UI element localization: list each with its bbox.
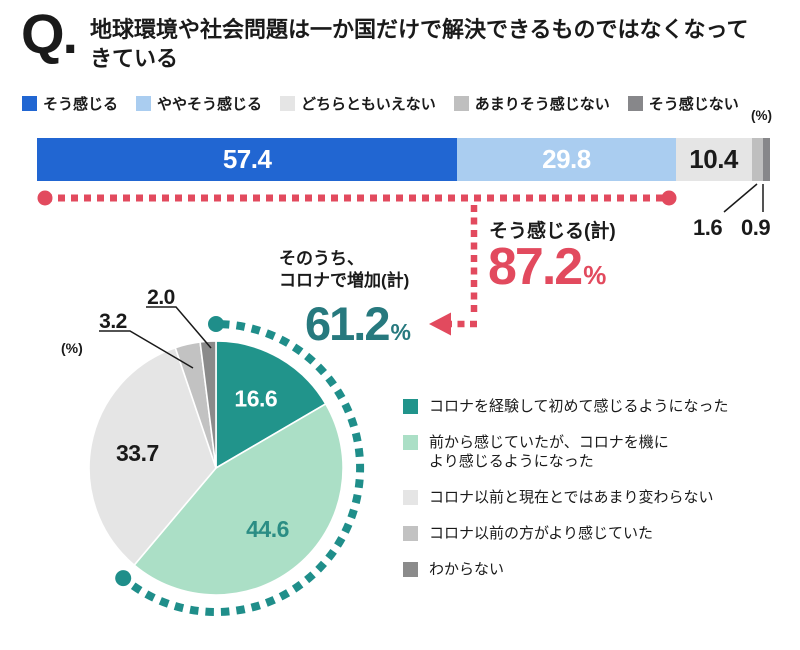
legend-swatch-icon: [403, 399, 418, 414]
bar-legend-label: ややそう感じる: [157, 96, 263, 113]
callout-lines: [99, 183, 764, 369]
pie-slice-1: [133, 402, 344, 596]
legend-swatch-icon: [453, 96, 469, 111]
legend-swatch-icon: [280, 96, 296, 111]
bar-segment-value: 57.4: [222, 144, 272, 174]
bar-segment-4: [763, 138, 770, 181]
pie-legend-item: コロナ以前と現在とではあまり変わらない: [403, 488, 729, 507]
bar-unit-label: (%): [751, 108, 772, 123]
pie-legend-item: コロナを経験して初めて感じるようになった: [403, 397, 729, 416]
pie-legend-item: コロナ以前の方がより感じていた: [403, 524, 729, 543]
bar-legend-label: そう感じない: [648, 96, 739, 113]
bar-legend-item: そう感じない: [627, 93, 739, 114]
pie-value-label: 44.6: [246, 516, 289, 542]
callout-line-3-2: [99, 330, 194, 369]
red-endpoint-dot: [661, 190, 677, 206]
pie-legend-item: 前から感じていたが、コロナを機に より感じるようになった: [403, 433, 729, 471]
arc-endpoint-dot: [115, 570, 132, 587]
bar-segment-0: 57.4: [37, 138, 458, 181]
stacked-bar: 57.4 29.8 10.4: [37, 138, 770, 181]
bar-total-unit: %: [583, 260, 607, 290]
bar-total-number: 87.2: [488, 238, 583, 296]
pie-legend-label: 前から感じていたが、コロナを機に より感じるようになった: [429, 434, 669, 470]
pie-slice-2: [88, 346, 217, 567]
bar-segment-1: 29.8: [457, 138, 676, 181]
pie-unit-label: (%): [61, 340, 83, 356]
legend-swatch-icon: [136, 96, 152, 111]
pie-legend-label: コロナ以前と現在とではあまり変わらない: [429, 489, 714, 506]
pie-slice-4: [199, 340, 217, 469]
bar-segment-value: 10.4: [689, 144, 738, 174]
pie-value-label: 3.2: [99, 310, 127, 333]
callout-line-2-0: [146, 306, 212, 349]
red-arrowhead-icon: [429, 312, 451, 336]
red-endpoint-dot: [37, 190, 53, 206]
legend-swatch-icon: [403, 526, 418, 541]
bar-value-label-4: 1.6: [693, 215, 723, 240]
legend-swatch-icon: [403, 562, 418, 577]
pie-legend: コロナを経験して初めて感じるようになった 前から感じていたが、コロナを機に より…: [403, 397, 729, 579]
pie-total-unit: %: [390, 319, 411, 345]
bar-total-label: そう感じる(計): [489, 221, 616, 242]
pie-value-label: 2.0: [147, 286, 175, 309]
bar-segment-3: [751, 138, 764, 181]
legend-swatch-icon: [627, 96, 643, 111]
bar-segment-2: 10.4: [675, 138, 752, 181]
pie-total-number: 61.2: [305, 297, 390, 350]
question-title: 地球環境や社会問題は一か国だけで解決できるものではなくなってきている: [90, 17, 749, 71]
pie-total-value: 61.2 %: [305, 300, 411, 347]
legend-swatch-icon: [403, 435, 418, 450]
bar-legend-label: あまりそう感じない: [474, 96, 610, 113]
bar-total-value: 87.2 %: [488, 241, 606, 293]
bar-legend: そう感じる ややそう感じる どちらともいえない あまりそう感じない そう感じない: [22, 93, 739, 114]
pie-value-label: 16.6: [234, 386, 277, 412]
bar-legend-item: あまりそう感じない: [453, 93, 610, 114]
legend-swatch-icon: [22, 96, 37, 111]
arc-endpoint-dot: [208, 316, 224, 332]
pie-total-label: そのうち、 コロナで増加(計): [279, 249, 410, 290]
pie-slice-3: [174, 341, 217, 469]
callout-line-1-6: [723, 183, 758, 213]
bar-legend-item: そう感じる: [22, 93, 118, 114]
bar-segment-value: 29.8: [542, 144, 591, 174]
bar-legend-item: どちらともいえない: [280, 93, 436, 114]
question-mark: Q.: [21, 2, 78, 65]
legend-swatch-icon: [403, 490, 418, 505]
bar-legend-item: ややそう感じる: [136, 93, 262, 114]
bar-legend-label: どちらともいえない: [301, 96, 436, 113]
bar-legend-label: そう感じる: [43, 96, 119, 113]
pie-legend-item: わからない: [403, 560, 729, 579]
pie-legend-label: コロナ以前の方がより感じていた: [429, 525, 653, 542]
pie-legend-label: わからない: [429, 561, 505, 578]
pie-legend-label: コロナを経験して初めて感じるようになった: [429, 398, 729, 415]
pie-dashed-arc: [124, 320, 365, 616]
bar-value-label-5: 0.9: [741, 215, 771, 240]
pie-value-label: 33.7: [116, 440, 159, 466]
pie-slice-0: [215, 340, 327, 470]
